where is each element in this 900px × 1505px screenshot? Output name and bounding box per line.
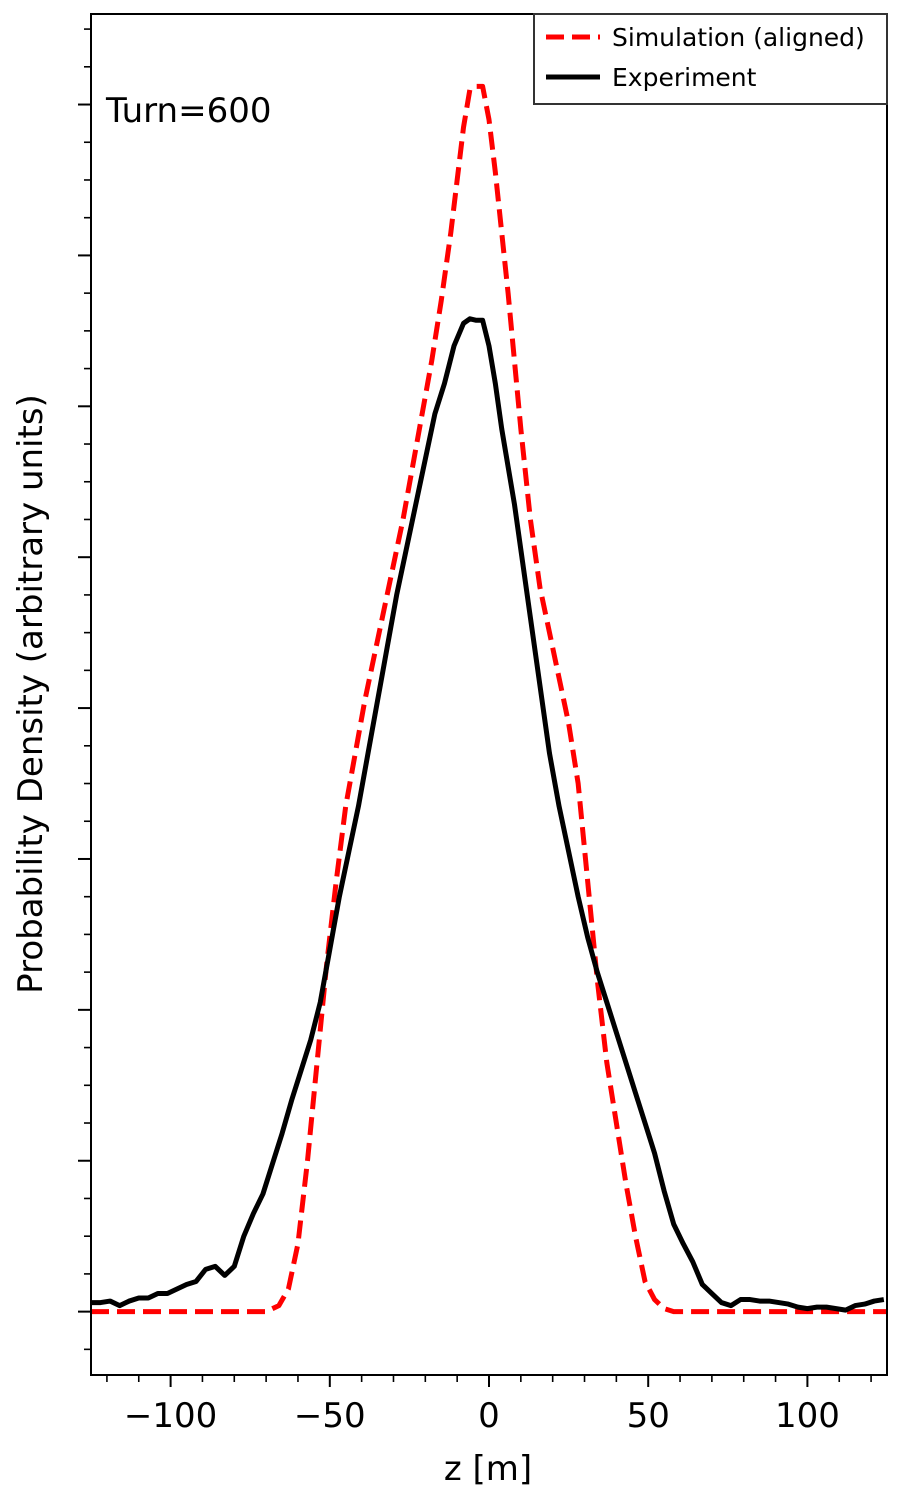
legend-label-experiment: Experiment bbox=[612, 63, 757, 92]
x-axis-label: z [m] bbox=[444, 1449, 532, 1489]
legend: Simulation (aligned) Experiment bbox=[533, 13, 888, 105]
legend-label-simulation: Simulation (aligned) bbox=[612, 23, 865, 52]
series-line-experiment bbox=[91, 316, 885, 1313]
x-tick-label: −100 bbox=[124, 1396, 217, 1436]
plot-frame bbox=[90, 13, 888, 1376]
x-tick-label: 100 bbox=[775, 1396, 840, 1436]
legend-box bbox=[533, 13, 888, 105]
series-line-simulation bbox=[91, 83, 887, 1315]
x-tick-label: −50 bbox=[294, 1396, 366, 1436]
x-tick-label: 50 bbox=[627, 1396, 670, 1436]
y-axis-label: Probability Density (arbitrary units) bbox=[11, 394, 51, 994]
x-tick-label: 0 bbox=[478, 1396, 500, 1436]
turn-annotation: Turn=600 bbox=[105, 91, 271, 131]
